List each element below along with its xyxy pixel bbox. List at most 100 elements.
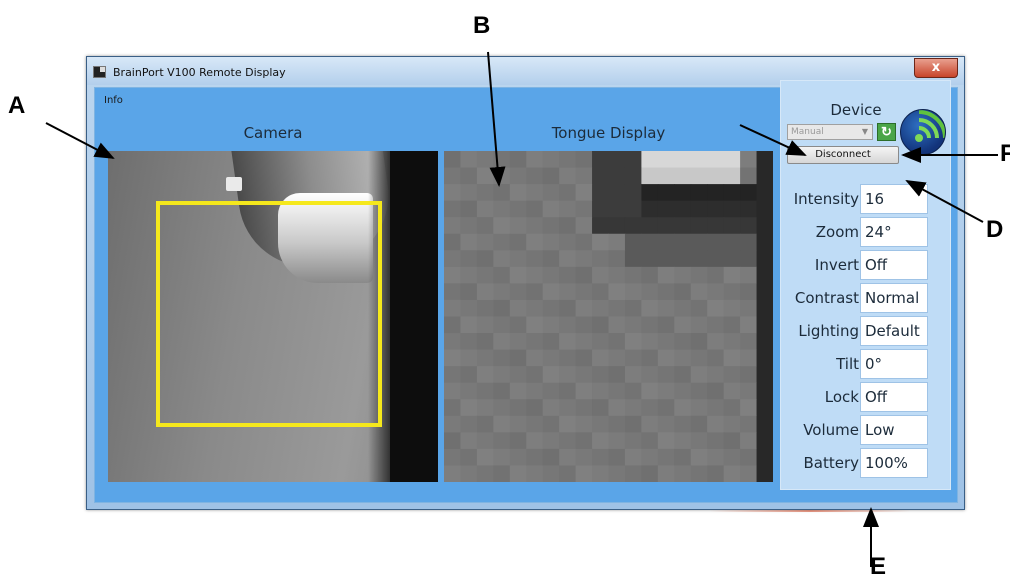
- tongue-pixel: [674, 200, 692, 218]
- tongue-pixel: [476, 333, 494, 351]
- tongue-pixel: [509, 448, 527, 466]
- tongue-pixel: [509, 217, 527, 235]
- tongue-pixel: [690, 316, 708, 334]
- tongue-pixel: [542, 233, 560, 251]
- tongue-pixel: [674, 233, 692, 251]
- tongue-pixel: [723, 250, 741, 268]
- tongue-pixel: [608, 250, 626, 268]
- tongue-pixel: [460, 366, 478, 384]
- tongue-pixel: [723, 448, 741, 466]
- tongue-pixel: [740, 266, 758, 284]
- tongue-pixel: [756, 151, 773, 169]
- tongue-pixel: [608, 349, 626, 367]
- setting-value[interactable]: Low: [860, 415, 928, 445]
- setting-value[interactable]: Normal: [860, 283, 928, 313]
- tongue-pixel: [559, 448, 577, 466]
- tongue-pixel: [723, 283, 741, 301]
- tongue-pixel: [707, 266, 725, 284]
- setting-label: Intensity: [793, 190, 859, 208]
- tongue-pixel: [559, 217, 577, 235]
- tongue-pixel: [509, 399, 527, 417]
- tongue-pixel: [460, 250, 478, 268]
- tongue-pixel: [740, 465, 758, 482]
- tongue-pixel: [526, 167, 544, 185]
- tongue-pixel: [707, 233, 725, 251]
- setting-label: Zoom: [815, 223, 859, 241]
- tongue-pixel: [460, 349, 478, 367]
- tongue-pixel: [493, 233, 511, 251]
- tongue-pixel: [592, 250, 609, 268]
- tongue-pixel: [624, 448, 642, 466]
- menu-item-info[interactable]: Info: [104, 95, 123, 106]
- camera-roi-box[interactable]: [156, 201, 382, 427]
- tongue-pixel: [526, 250, 544, 268]
- camera-view: [108, 151, 438, 482]
- tongue-pixel: [624, 382, 642, 400]
- setting-value[interactable]: 16: [860, 184, 928, 214]
- tongue-pixel: [493, 250, 511, 268]
- tongue-pixel: [608, 167, 626, 185]
- mode-select[interactable]: Manual ▼: [787, 124, 873, 140]
- tongue-pixel: [707, 151, 725, 169]
- tongue-pixel: [624, 316, 642, 334]
- tongue-pixel: [674, 448, 692, 466]
- tongue-pixel: [559, 266, 577, 284]
- close-button[interactable]: x: [914, 58, 958, 78]
- tongue-pixel: [526, 349, 544, 367]
- tongue-pixel: [526, 399, 544, 417]
- tongue-pixel: [608, 333, 626, 351]
- tongue-pixel: [493, 283, 511, 301]
- setting-value[interactable]: 24°: [860, 217, 928, 247]
- tongue-pixel: [575, 316, 593, 334]
- tongue-pixel: [444, 333, 461, 351]
- tongue-pixel: [740, 200, 758, 218]
- setting-value[interactable]: Off: [860, 382, 928, 412]
- setting-value[interactable]: 0°: [860, 349, 928, 379]
- callout-e: E: [870, 553, 887, 580]
- tongue-pixel: [723, 465, 741, 482]
- tongue-pixel: [460, 217, 478, 235]
- tongue-pixel: [444, 151, 461, 169]
- setting-value[interactable]: Off: [860, 250, 928, 280]
- setting-label: Lock: [824, 388, 859, 406]
- tongue-pixel: [690, 415, 708, 433]
- tongue-pixel: [444, 200, 461, 218]
- tongue-pixel: [559, 316, 577, 334]
- setting-value[interactable]: Default: [860, 316, 928, 346]
- tongue-pixel: [493, 151, 511, 169]
- tongue-pixel: [444, 250, 461, 268]
- tongue-pixel: [690, 299, 708, 317]
- tongue-pixel: [444, 299, 461, 317]
- tongue-pixel: [575, 266, 593, 284]
- tongue-pixel: [509, 432, 527, 450]
- tongue-pixel: [542, 415, 560, 433]
- tongue-pixel: [509, 465, 527, 482]
- tongue-pixel: [575, 333, 593, 351]
- tongue-pixel: [559, 465, 577, 482]
- refresh-icon[interactable]: ↻: [877, 123, 896, 141]
- setting-label: Battery: [803, 454, 859, 472]
- tongue-pixel: [526, 333, 544, 351]
- tongue-pixel: [493, 299, 511, 317]
- tongue-pixel: [493, 399, 511, 417]
- tongue-pixel: [723, 415, 741, 433]
- tongue-pixel: [674, 465, 692, 482]
- tongue-pixel: [559, 415, 577, 433]
- tongue-pixel: [723, 266, 741, 284]
- tongue-pixel: [756, 366, 773, 384]
- setting-value[interactable]: 100%: [860, 448, 928, 478]
- tongue-pixel: [657, 432, 675, 450]
- tongue-pixel: [608, 316, 626, 334]
- tongue-pixel: [740, 415, 758, 433]
- disconnect-button[interactable]: Disconnect: [787, 146, 899, 164]
- tongue-pixel: [674, 217, 692, 235]
- tongue-pixel: [509, 151, 527, 169]
- tongue-pixel: [559, 382, 577, 400]
- tongue-pixel: [559, 432, 577, 450]
- tongue-pixel: [476, 167, 494, 185]
- tongue-pixel: [624, 151, 642, 169]
- tongue-pixel: [608, 217, 626, 235]
- tongue-pixel: [608, 283, 626, 301]
- tongue-pixel: [592, 217, 609, 235]
- tongue-pixel: [509, 200, 527, 218]
